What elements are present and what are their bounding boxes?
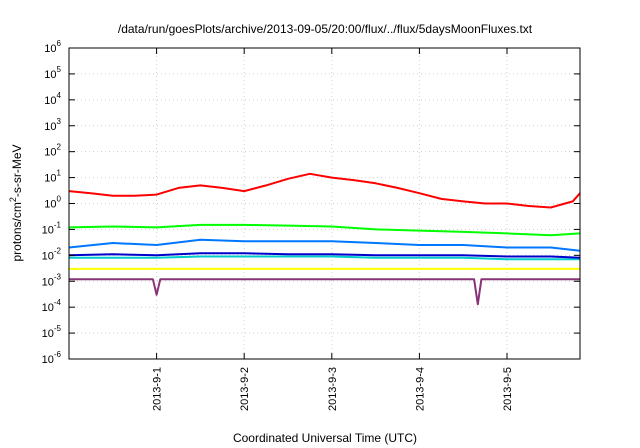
y-tick-label: 10-1	[42, 220, 62, 236]
x-tick-label: 2013-9-5	[502, 367, 514, 411]
series-line-3	[68, 238, 581, 252]
x-tick-label: 2013-9-2	[239, 367, 251, 411]
series-lines	[68, 172, 581, 306]
y-tick-label: 104	[44, 91, 61, 107]
series-line-2	[68, 223, 581, 237]
y-tick-label: 103	[44, 117, 61, 133]
y-tick-label: 106	[44, 39, 61, 55]
y-tick-label: 100	[44, 195, 61, 211]
series-line-7	[69, 278, 580, 306]
y-tick-label: 10-3	[42, 272, 62, 288]
y-tick-label: 10-6	[42, 350, 62, 366]
y-tick-label: 10-4	[42, 298, 62, 314]
y-tick-label: 102	[44, 143, 61, 159]
y-tick-label: 105	[44, 65, 61, 81]
chart-title: /data/run/goesPlots/archive/2013-09-05/2…	[118, 22, 533, 36]
x-tick-label: 2013-9-1	[152, 367, 164, 411]
x-axis-label: Coordinated Universal Time (UTC)	[233, 431, 417, 445]
series-line-5	[68, 252, 581, 259]
series-line-4	[69, 255, 580, 261]
y-axis-label: protons/cm2-s-sr-MeV	[8, 144, 24, 261]
y-tick-label: 10-5	[42, 324, 62, 340]
y-tick-label: 10-2	[42, 246, 62, 262]
y-ticks: 10-6 10-5 10-4 10-3 10-2 10-1 100 101 102 103 104 1…	[42, 39, 580, 366]
x-tick-label: 2013-9-3	[327, 367, 339, 411]
x-ticks: 2013-9-1 2013-9-2 2013-9-3 2013-9-4 2013-9-5	[152, 48, 514, 411]
series-line-1	[68, 172, 581, 209]
y-tick-label: 101	[44, 169, 61, 185]
x-tick-label: 2013-9-4	[414, 367, 426, 411]
